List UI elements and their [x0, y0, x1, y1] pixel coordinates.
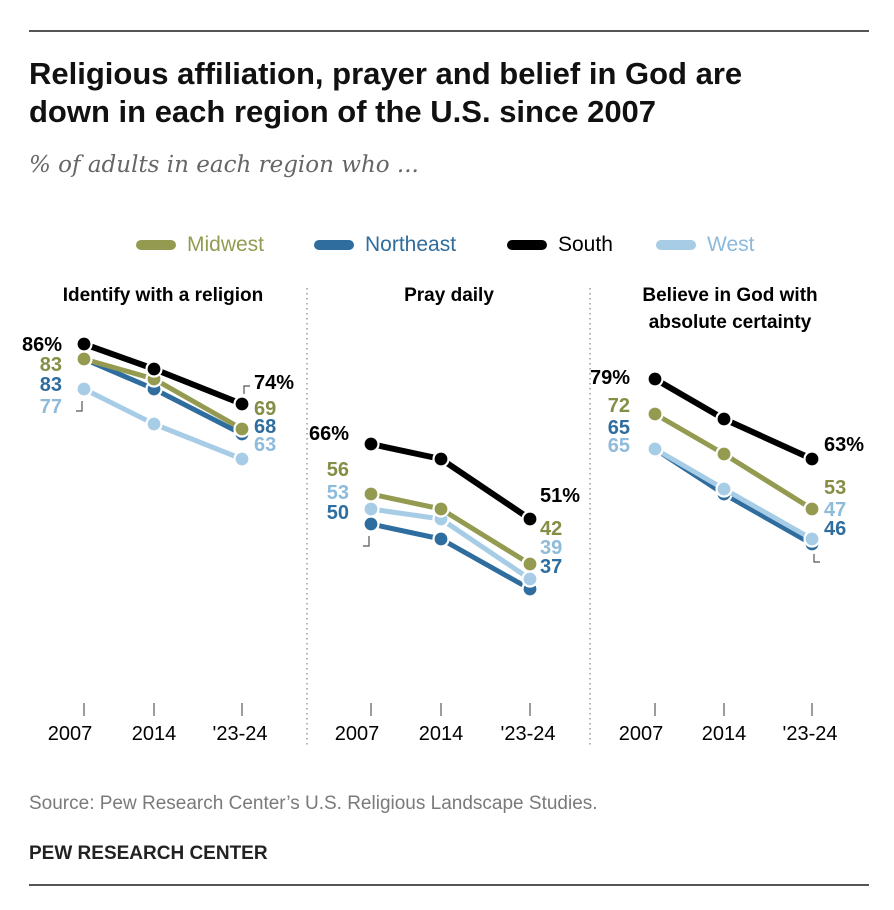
panel-1-marker-south-23-24 — [233, 395, 251, 413]
panel-2-marker-midwest-2014 — [432, 500, 450, 518]
panel-2-start-label-south: 66% — [309, 423, 349, 445]
panel-3-marker-south-2014 — [715, 410, 733, 428]
panel-3-start-label-midwest: 72 — [608, 395, 630, 417]
panel-3-marker-west-2007 — [646, 440, 664, 458]
legend: Midwest Northeast South West — [0, 230, 894, 260]
panel-3-marker-midwest-2014 — [715, 445, 733, 463]
panel-2-marker-west-23-24 — [521, 570, 539, 588]
panel-2-line-south — [368, 441, 533, 522]
brand-name: PEW RESEARCH CENTER — [29, 843, 268, 864]
panel-3-marker-midwest-2007 — [646, 405, 664, 423]
panel-2-marker-northeast-2007 — [362, 515, 380, 533]
panel-2-marker-northeast-2014 — [432, 530, 450, 548]
panel-2-end-label-west: 39 — [540, 537, 562, 559]
panel-1-title: Identify with a religion — [63, 285, 264, 306]
panel-2-marker-midwest-2007 — [362, 485, 380, 503]
legend-swatch-south — [507, 240, 547, 250]
panel-2-x-label-1: 2007 — [335, 723, 380, 745]
panel-2-start-leader — [363, 536, 370, 547]
panel-3-marker-midwest-23-24 — [803, 500, 821, 518]
panel-3-x-label-1: 2007 — [619, 723, 664, 745]
panel-1-end-label-west: 63 — [254, 434, 276, 456]
legend-label-south: South — [558, 233, 613, 256]
legend-swatch-northeast — [314, 240, 354, 250]
panel-3-end-label-west: 47 — [824, 499, 846, 521]
panel-1-end-label-midwest: 69 — [254, 398, 276, 420]
panel-1-end-label-south: 74% — [254, 372, 294, 394]
panel-2-end-label-northeast: 37 — [540, 556, 562, 578]
panel-3-x-label-2: 2014 — [702, 723, 747, 745]
legend-swatch-midwest — [136, 240, 176, 250]
legend-label-northeast: Northeast — [365, 233, 457, 256]
panel-1-start-label-northeast: 83 — [40, 374, 62, 396]
panel-3-end-label-northeast: 46 — [824, 518, 846, 540]
legend-item-south: South — [507, 230, 613, 260]
panel-3-marker-south-2007 — [646, 370, 664, 388]
legend-label-west: West — [707, 233, 755, 256]
panel-1-start-leader — [76, 401, 83, 412]
panel-1-end-leader — [243, 385, 250, 394]
legend-item-northeast: Northeast — [314, 230, 456, 260]
panel-1-marker-west-23-24 — [233, 450, 251, 468]
panel-3-marker-west-2014 — [715, 480, 733, 498]
panel-3-end-label-midwest: 53 — [824, 477, 846, 499]
bottom-rule — [29, 884, 869, 886]
panel-2-start-label-northeast: 50 — [327, 502, 349, 524]
panel-1-start-label-midwest: 83 — [40, 354, 62, 376]
panel-1-end-label-northeast: 68 — [254, 416, 276, 438]
panel-1-marker-west-2007 — [75, 380, 93, 398]
panel-3-end-label-south: 63% — [824, 434, 864, 456]
panel-1-x-label-3: '23-24 — [213, 723, 268, 745]
source-note: Source: Pew Research Center’s U.S. Relig… — [29, 793, 598, 814]
top-rule — [29, 30, 869, 32]
panel-3-start-label-northeast: 65 — [608, 417, 630, 439]
panel-3-marker-south-23-24 — [803, 450, 821, 468]
panel-2-start-label-west: 53 — [327, 482, 349, 504]
panel-3-marker-west-23-24 — [803, 530, 821, 548]
panel-2-marker-south-2007 — [362, 435, 380, 453]
panel-3-title-line-2: absolute certainty — [649, 312, 812, 333]
panel-2-line-northeast — [368, 521, 533, 592]
panel-3-start-label-west: 65 — [608, 435, 630, 457]
panel-2-marker-south-2014 — [432, 450, 450, 468]
chart-title-line-2: down in each region of the U.S. since 20… — [29, 94, 657, 129]
legend-item-midwest: Midwest — [136, 230, 264, 260]
panel-1-x-label-2: 2014 — [132, 723, 177, 745]
panel-3-title-line-1: Believe in God with — [642, 285, 817, 306]
panel-1-marker-west-2014 — [145, 415, 163, 433]
panel-2-marker-west-2007 — [362, 500, 380, 518]
panel-3-end-leader — [813, 554, 820, 563]
panel-1-marker-south-2014 — [145, 360, 163, 378]
panel-1-marker-midwest-23-24 — [233, 420, 251, 438]
panel-2-end-label-midwest: 42 — [540, 518, 562, 540]
panel-2-start-label-midwest: 56 — [327, 459, 349, 481]
chart-title: Religious affiliation, prayer and belief… — [29, 55, 869, 131]
panel-2-x-label-3: '23-24 — [501, 723, 556, 745]
panel-1-marker-south-2007 — [75, 335, 93, 353]
panel-2-marker-midwest-23-24 — [521, 555, 539, 573]
panel-1-marker-midwest-2007 — [75, 350, 93, 368]
legend-swatch-west — [656, 240, 696, 250]
panel-1-start-label-south: 86% — [22, 334, 62, 356]
panel-3-x-label-3: '23-24 — [783, 723, 838, 745]
legend-item-west: West — [656, 230, 754, 260]
chart-subtitle: % of adults in each region who ... — [29, 152, 419, 178]
legend-label-midwest: Midwest — [187, 233, 265, 256]
panel-1-x-label-1: 2007 — [48, 723, 93, 745]
panel-1-start-label-west: 77 — [40, 396, 62, 418]
chart-area: Identify with a religion 2007 2014 '23-24 86… — [22, 285, 864, 745]
chart-title-line-1: Religious affiliation, prayer and belief… — [29, 56, 743, 91]
panel-3-line-south — [652, 376, 815, 462]
panel-3-start-label-south: 79% — [590, 367, 630, 389]
panel-2-x-label-2: 2014 — [419, 723, 464, 745]
panel-2-title: Pray daily — [404, 285, 494, 306]
panel-2-marker-south-23-24 — [521, 510, 539, 528]
panel-2-end-label-south: 51% — [540, 485, 580, 507]
